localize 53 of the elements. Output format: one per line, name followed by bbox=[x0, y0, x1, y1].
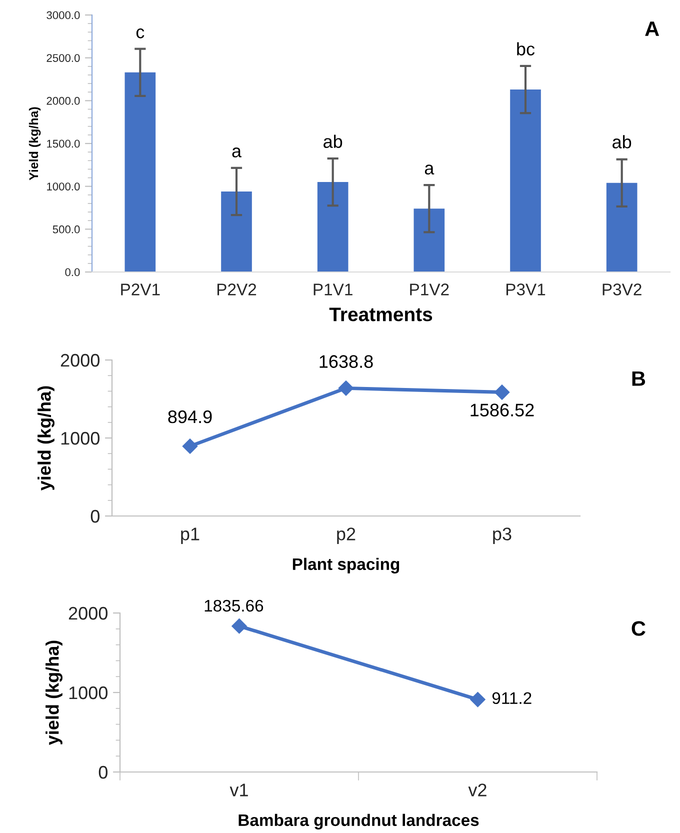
x-tick-label: p2 bbox=[337, 528, 356, 544]
bar bbox=[124, 72, 156, 272]
annotation: ab bbox=[324, 134, 342, 148]
data-label: 894.9 bbox=[168, 410, 212, 424]
x-tick-label: P2V2 bbox=[217, 284, 256, 296]
data-label: 1586.52 bbox=[470, 404, 534, 416]
x-tick-label: P3V2 bbox=[602, 284, 642, 296]
text: B bbox=[632, 371, 646, 386]
y-tick-label: 1500.0 bbox=[47, 140, 80, 148]
annotation: c bbox=[136, 28, 144, 38]
y-tick-label: 0.0 bbox=[65, 268, 80, 276]
x-axis-title: Plant spacing bbox=[292, 558, 400, 574]
x-tick-label: p1 bbox=[181, 528, 200, 544]
x-tick-label: v2 bbox=[468, 784, 486, 796]
text: C bbox=[632, 621, 646, 636]
y-tick-label: 2000 bbox=[68, 606, 108, 620]
y-tick-label: 0 bbox=[98, 766, 108, 779]
point bbox=[182, 438, 198, 454]
point bbox=[494, 384, 510, 400]
y-tick-label: 1000 bbox=[69, 686, 108, 700]
x-tick-label: P1V2 bbox=[410, 284, 449, 296]
y-tick-label: 1000 bbox=[61, 432, 100, 445]
y-axis-title: yield (kg/ha) bbox=[46, 640, 62, 746]
x-tick-label: P2V1 bbox=[121, 284, 160, 296]
x-axis-title: Treatments bbox=[329, 308, 432, 322]
y-tick-label: 0 bbox=[90, 510, 100, 523]
bar bbox=[510, 90, 541, 272]
x-tick-label: P1V1 bbox=[314, 284, 352, 296]
bar bbox=[606, 182, 638, 272]
x-axis-title: Bambara groundnut landraces bbox=[238, 814, 479, 830]
point bbox=[338, 380, 354, 396]
y-tick-label: 500.0 bbox=[52, 225, 80, 234]
x-tick-label: p3 bbox=[493, 528, 512, 544]
y-axis-title: yield (kg/ha) bbox=[38, 386, 54, 491]
data-label: 1638.8 bbox=[320, 355, 373, 368]
y-tick-label: 3000.0 bbox=[46, 11, 80, 20]
y-axis-title: Yield (kg/ha) bbox=[28, 107, 41, 180]
annotation: a bbox=[232, 148, 242, 158]
y-tick-label: 2000 bbox=[60, 354, 100, 367]
y-tick-label: 2500.0 bbox=[46, 54, 80, 62]
y-tick-label: 1000.0 bbox=[47, 182, 80, 190]
annotation: ab bbox=[612, 135, 632, 148]
bar bbox=[414, 208, 445, 272]
bar bbox=[317, 182, 348, 272]
data-label: 911.2 bbox=[492, 692, 532, 704]
x-tick-label: v1 bbox=[230, 784, 248, 796]
x-tick-label: P3V1 bbox=[506, 284, 546, 296]
data-label: 1835.66 bbox=[204, 600, 264, 612]
annotation: a bbox=[424, 164, 434, 175]
y-tick-label: 2000.0 bbox=[46, 96, 80, 105]
annotation: A bbox=[645, 22, 660, 36]
annotation: bc bbox=[517, 42, 535, 56]
bar bbox=[221, 191, 252, 272]
